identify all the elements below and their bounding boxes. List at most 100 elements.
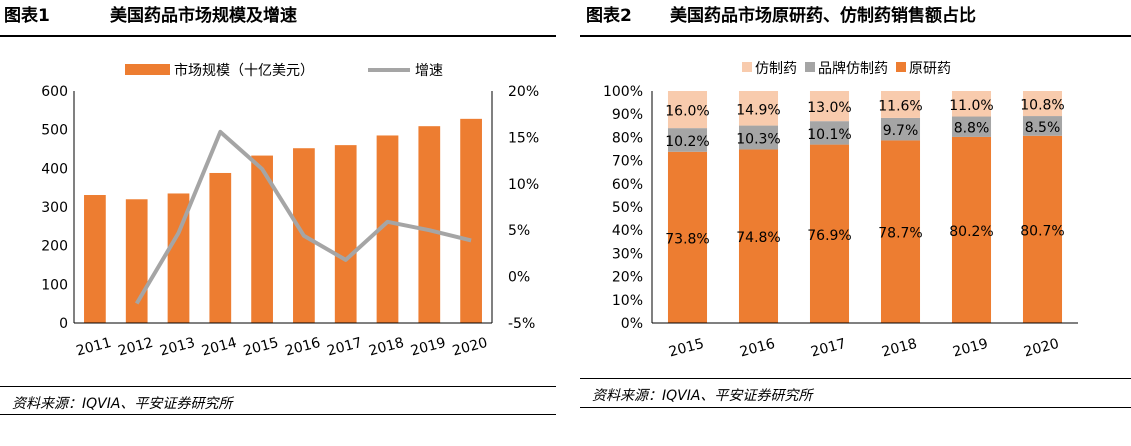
figure-1-title: 美国药品市场规模及增速 [110,6,297,26]
market-size-bar [251,155,273,323]
legend-swatch [805,62,815,72]
y-right-tick-label: 5% [508,223,530,239]
data-label: 10.3% [736,132,780,148]
x-tick-label: 2011 [75,335,114,360]
stacked-segment [738,91,779,126]
figure-1-label: 图表1 [4,6,50,26]
y-tick-label: 70% [612,154,643,170]
stacked-segment [738,149,779,323]
data-label: 80.2% [949,224,993,240]
y-tick-label: 10% [612,293,643,309]
y-left-tick-label: 600 [41,84,68,100]
data-label: 8.5% [1025,120,1061,136]
stacked-segment [1022,135,1063,323]
y-right-tick-label: 15% [508,130,539,146]
y-left-tick-label: 300 [41,200,68,216]
y-tick-label: 90% [612,107,643,123]
figure-1-source: 资料来源：IQVIA、平安证券研究所 [12,396,233,412]
data-label: 73.8% [665,231,709,247]
x-tick-label: 2013 [158,335,197,360]
y-tick-label: 50% [612,200,643,216]
legend-line-label: 增速 [415,63,443,79]
legend-swatch [742,62,752,72]
stacked-segment [738,125,779,150]
market-size-bar [125,199,148,323]
figure-2-source-rule [580,378,1131,379]
legend-label: 原研药 [909,61,951,77]
stacked-segment [667,128,708,152]
stacked-segment [809,144,850,323]
figure-2-bottom-rule [580,407,1131,408]
figure-1: 图表1 美国药品市场规模及增速 市场规模（十亿美元） 增速 0 100 200 300 40… [0,0,556,446]
data-label: 16.0% [665,104,709,120]
stacked-segment [951,116,992,137]
x-tick-label: 2018 [880,336,919,361]
x-tick-label: 2017 [809,336,848,361]
stacked-segment [951,136,992,323]
stacked-segment [809,121,850,145]
stacked-segment [880,117,921,141]
y-tick-label: 20% [612,270,643,286]
market-size-chart: 市场规模（十亿美元） 增速 0 100 200 300 400 500 600 -5% 0% 5% 10… [41,62,539,360]
figure-1-bottom-rule [0,414,556,415]
market-size-bar [418,126,441,323]
y-right-tick-label: 20% [508,84,539,100]
y-right-tick-label: 0% [508,270,530,286]
x-tick-label: 2016 [738,336,777,361]
x-tick-label: 2018 [367,335,406,360]
x-tick-label: 2014 [200,335,239,360]
figure-2-source: 资料来源：IQVIA、平安证券研究所 [592,388,813,404]
data-label: 11.6% [878,98,922,114]
y-right-tick-label: -5% [508,316,535,332]
figure-2-top-rule [580,35,1131,37]
stacked-segment [1022,91,1063,117]
market-size-bar [84,195,106,323]
figure-1-top-rule [0,35,556,37]
data-label: 11.0% [949,98,993,114]
x-tick-label: 2017 [325,335,364,360]
figure-2-title-row: 图表2 美国药品市场原研药、仿制药销售额占比 [580,2,1131,30]
y-left-tick-label: 100 [41,277,68,293]
market-size-bar [209,172,232,323]
data-label: 10.1% [807,127,851,143]
figure-2-label: 图表2 [586,6,632,26]
figure-1-source-rule [0,386,556,387]
stacked-segment [951,91,992,117]
data-label: 9.7% [883,123,919,139]
y-left-tick-label: 0 [59,316,68,332]
market-size-bar [376,135,399,323]
figure-2-title: 美国药品市场原研药、仿制药销售额占比 [670,6,976,26]
stacked-segment [880,91,921,118]
x-tick-label: 2019 [409,335,448,360]
x-tick-label: 2012 [116,335,155,360]
y-tick-label: 60% [612,177,643,193]
stacked-segment [809,91,850,122]
data-label: 80.7% [1020,223,1064,239]
y-tick-label: 30% [612,246,643,262]
y-tick-label: 0% [621,316,643,332]
stacked-segment [667,151,708,323]
x-tick-label: 2020 [1022,336,1061,361]
x-tick-label: 2015 [242,335,281,360]
market-size-bar [334,145,357,323]
data-label: 13.0% [807,100,851,116]
legend-label: 仿制药 [755,61,797,77]
x-tick-label: 2015 [667,336,706,361]
x-tick-label: 2016 [284,335,323,360]
y-tick-label: 40% [612,223,643,239]
growth-rate-line [134,129,472,305]
x-tick-label: 2020 [451,335,490,360]
legend-swatch [896,62,906,72]
market-size-bar [167,193,190,323]
stacked-segment [880,140,921,323]
market-size-bar [460,118,482,323]
y-tick-label: 100% [603,84,643,100]
stacked-segment [667,91,708,129]
x-tick-label: 2019 [951,336,990,361]
data-label: 8.8% [954,121,990,137]
figure-2: 图表2 美国药品市场原研药、仿制药销售额占比 仿制药 品牌仿制药 原研药 0% 10% 2… [580,0,1131,446]
legend-bar-swatch [125,64,170,75]
legend-label: 品牌仿制药 [818,60,888,77]
y-left-tick-label: 400 [41,161,68,177]
legend-bar-label: 市场规模（十亿美元） [174,62,314,79]
